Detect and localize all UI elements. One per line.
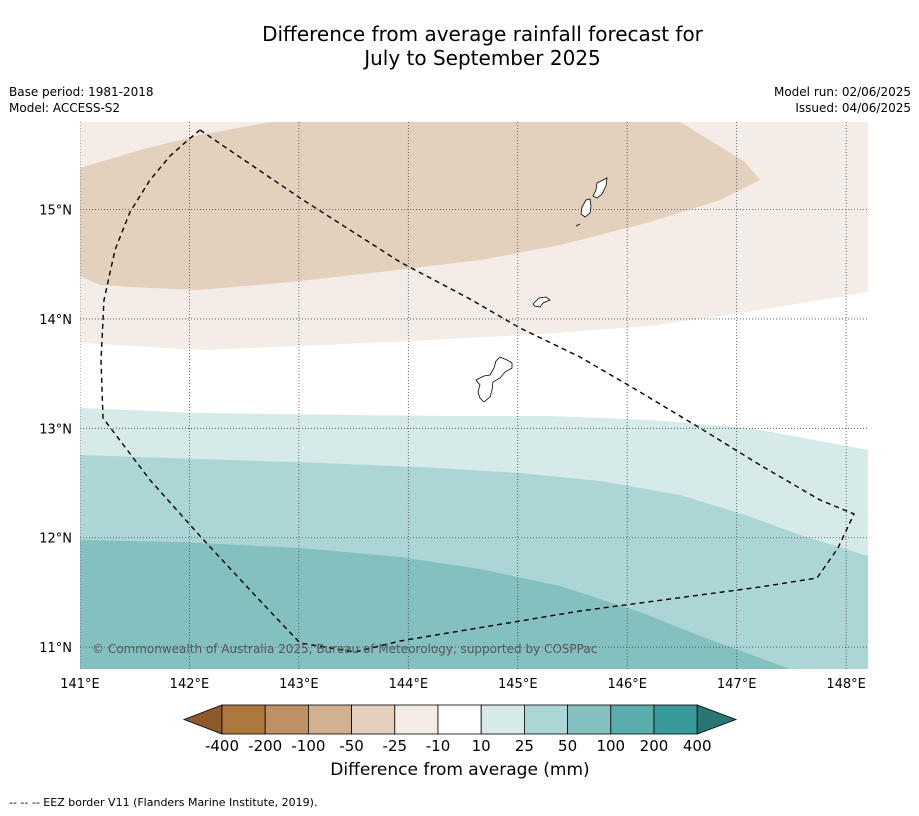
colorbar-extend-low xyxy=(182,704,223,735)
longitude-label: 147°E xyxy=(717,677,757,692)
colorbar-segment xyxy=(524,704,569,735)
colorbar-segment xyxy=(221,704,266,735)
issued-text: Issued: 04/06/2025 xyxy=(795,101,911,115)
latitude-label: 12°N xyxy=(39,532,72,547)
rainfall-map: © Commonwealth of Australia 2025, Bureau… xyxy=(80,122,868,669)
longitude-label: 142°E xyxy=(170,677,210,692)
colorbar-tick-label: 10 xyxy=(472,737,491,755)
colorbar-segment xyxy=(480,704,525,735)
colorbar-segment xyxy=(437,704,482,735)
longitude-label: 146°E xyxy=(607,677,647,692)
eez-footnote: -- -- -- EEZ border V11 (Flanders Marine… xyxy=(9,796,318,809)
colorbar-tick-label: 200 xyxy=(640,737,669,755)
colorbar-tick-label: 400 xyxy=(683,737,712,755)
colorbar xyxy=(182,704,738,735)
island-rota xyxy=(532,296,551,308)
colorbar-tick-label: -50 xyxy=(339,737,364,755)
latitude-label: 14°N xyxy=(39,313,72,328)
colorbar-tick-labels: -400 -200 -100 -50 -25 -10 10 25 50 100 200 400 xyxy=(205,737,712,755)
colorbar-tick-label: -25 xyxy=(383,737,408,755)
eez-border xyxy=(100,129,855,653)
island-saipan xyxy=(592,177,608,199)
latitude-label: 15°N xyxy=(39,204,72,219)
colorbar-extend-high xyxy=(696,704,738,735)
model-text: Model: ACCESS-S2 xyxy=(9,101,121,115)
band-50-100 xyxy=(80,540,790,669)
colorbar-tick-label: 100 xyxy=(596,737,625,755)
island-tinian xyxy=(580,198,592,218)
colorbar-segment xyxy=(567,704,612,735)
island-aguijan xyxy=(575,223,581,227)
colorbar-tick-label: -400 xyxy=(205,737,239,755)
latitude-label: 13°N xyxy=(39,422,72,437)
title-line-2: July to September 2025 xyxy=(364,46,601,70)
longitude-label: 148°E xyxy=(826,677,866,692)
band-minus50-minus25 xyxy=(80,122,760,290)
colorbar-tick-label: -10 xyxy=(426,737,451,755)
islands xyxy=(475,177,608,403)
chart-title: Difference from average rainfall forecas… xyxy=(0,22,919,70)
colorbar-tick-label: -200 xyxy=(248,737,282,755)
latitude-label: 11°N xyxy=(39,641,72,656)
longitude-label: 145°E xyxy=(498,677,538,692)
base-period-text: Base period: 1981-2018 xyxy=(9,85,154,99)
colorbar-label: Difference from average (mm) xyxy=(330,760,590,780)
colorbar-tick-label: -100 xyxy=(291,737,325,755)
colorbar-segment xyxy=(394,704,439,735)
latitude-tick-labels: 11°N 12°N 13°N 14°N 15°N xyxy=(39,204,72,657)
colorbar-segment xyxy=(351,704,396,735)
longitude-label: 141°E xyxy=(60,677,100,692)
meta-left: Base period: 1981-2018 Model: ACCESS-S2 xyxy=(9,84,154,116)
longitude-label: 144°E xyxy=(389,677,429,692)
colorbar-segment xyxy=(610,704,655,735)
longitude-label: 143°E xyxy=(279,677,319,692)
colorbar-tick-label: 25 xyxy=(515,737,534,755)
graticule xyxy=(80,122,868,669)
colorbar-segment xyxy=(653,704,698,735)
title-line-1: Difference from average rainfall forecas… xyxy=(262,22,703,46)
colorbar-segment xyxy=(264,704,309,735)
island-guam xyxy=(475,356,513,403)
copyright-text: © Commonwealth of Australia 2025, Bureau… xyxy=(92,642,597,656)
meta-right: Model run: 02/06/2025 Issued: 04/06/2025 xyxy=(774,84,911,116)
colorbar-tick-label: 50 xyxy=(558,737,577,755)
model-run-text: Model run: 02/06/2025 xyxy=(773,85,911,99)
longitude-tick-labels: 141°E 142°E 143°E 144°E 145°E 146°E 147°E 148°E xyxy=(60,677,866,692)
colorbar-segment xyxy=(307,704,352,735)
